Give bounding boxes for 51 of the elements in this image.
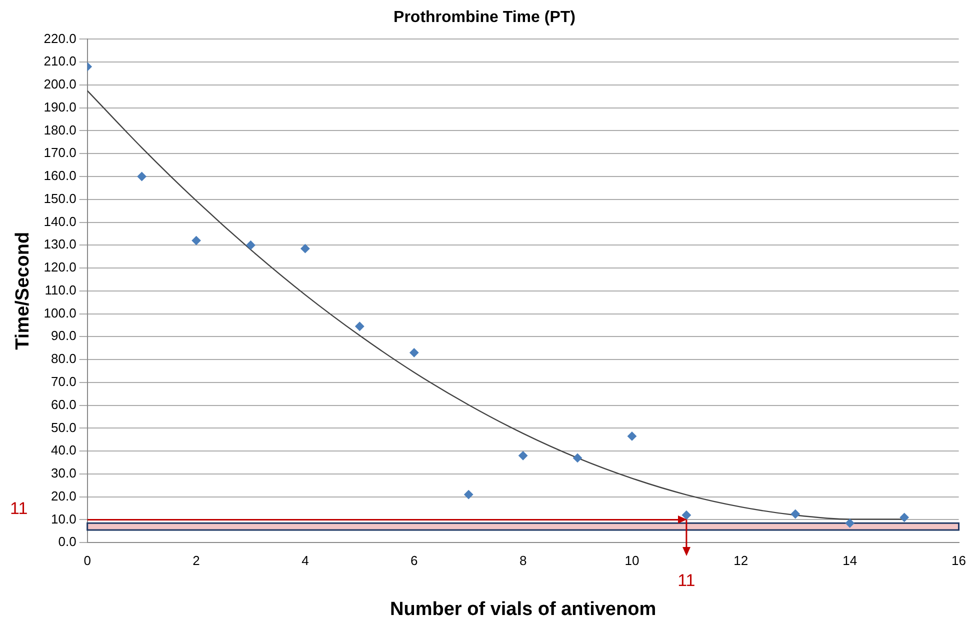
y-tick-label: 110.0 — [44, 282, 76, 298]
point — [573, 453, 582, 462]
x-tick-label: 12 — [734, 552, 748, 568]
y-tick-label: 220.0 — [44, 30, 76, 46]
y-tick-label: 190.0 — [44, 99, 76, 114]
y-tick-label: 140.0 — [44, 214, 76, 229]
x-tick-label: 10 — [624, 552, 640, 568]
y-tick-label: 60.0 — [51, 396, 76, 412]
x-tick-label: 16 — [952, 552, 966, 568]
y-tick-label: 80.0 — [51, 351, 76, 366]
x-tick-label: 0 — [84, 552, 91, 568]
point — [627, 432, 636, 441]
point — [355, 322, 364, 331]
point — [246, 240, 256, 250]
y-tick-label: 20.0 — [51, 488, 76, 504]
y-tick-label: 30.0 — [51, 466, 76, 481]
point — [518, 451, 528, 460]
x-tick-label: 6 — [410, 552, 418, 568]
y-tick-label: 180.0 — [44, 122, 76, 138]
point — [410, 348, 419, 358]
y-tick-label: 170.0 — [44, 145, 76, 160]
point — [845, 518, 854, 528]
x-tick-label: 8 — [519, 552, 527, 568]
y-tick-label: 200.0 — [44, 76, 76, 92]
x-axis-title: Number of vials of antivenom — [390, 598, 656, 620]
y-tick-label: 50.0 — [51, 420, 76, 435]
point — [682, 510, 691, 520]
y-tick-label: 0.0 — [58, 534, 76, 550]
point — [900, 512, 909, 522]
point — [192, 236, 201, 246]
y-axis-title: Time/Second — [12, 232, 34, 350]
y-tick-label: 150.0 — [44, 190, 76, 206]
text: 11 — [10, 498, 28, 518]
point — [464, 490, 474, 500]
y-tick-label: 70.0 — [51, 374, 76, 390]
y-tick-label: 100.0 — [44, 305, 76, 320]
y-tick-label: 40.0 — [51, 442, 76, 458]
y-tick-label: 160.0 — [44, 168, 76, 184]
x-tick-label: 4 — [302, 552, 309, 568]
point — [300, 244, 310, 254]
ref-line-label: 11 — [678, 570, 696, 590]
point — [790, 510, 800, 518]
y-tick-label: 130.0 — [44, 236, 76, 252]
x-tick-label: 2 — [192, 552, 200, 568]
y-tick-label: 90.0 — [51, 328, 76, 344]
y-tick-label: 10.0 — [51, 511, 76, 526]
y-tick-label: 120.0 — [44, 260, 76, 275]
y-tick-label: 210.0 — [44, 54, 76, 69]
x-tick-label: 14 — [842, 552, 858, 568]
point — [137, 172, 146, 181]
chart-title: Prothrombine Time (PT) — [394, 9, 576, 26]
